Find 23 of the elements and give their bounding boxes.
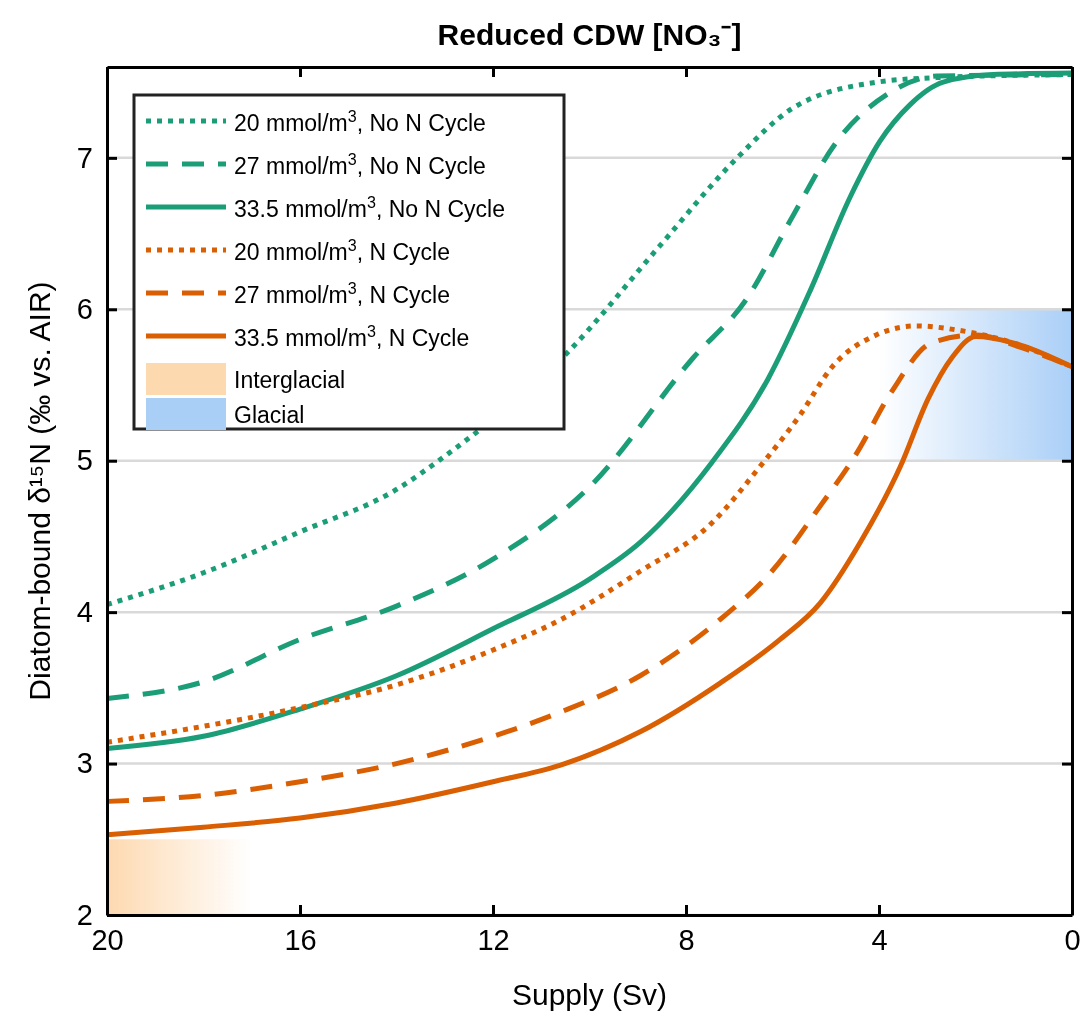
x-tick-label: 16: [284, 923, 317, 956]
legend-label: 33.5 mmol/m$^{3}$, N Cycle: [234, 322, 470, 351]
legend-label: 20 mmol/m$^{3}$, No N Cycle: [234, 107, 486, 136]
y-tick-label: 7: [76, 141, 93, 174]
x-tick-label: 8: [678, 923, 695, 956]
legend-label: 27 mmol/m$^{3}$, N Cycle: [234, 279, 450, 308]
y-tick-label: 6: [76, 293, 93, 326]
x-tick-label: 4: [871, 923, 888, 956]
legend-label: 27 mmol/m$^{3}$, No N Cycle: [234, 150, 486, 179]
x-tick-label: 20: [91, 923, 124, 956]
y-tick-label: 2: [76, 898, 93, 931]
chart-title: Reduced CDW [NO₃⁻]: [437, 18, 742, 51]
y-axis-title: Diatom-bound δ¹⁵N (‰ vs. AIR): [23, 281, 56, 701]
x-tick-label: 0: [1064, 923, 1081, 956]
y-tick-label: 4: [76, 595, 93, 628]
legend-label: 20 mmol/m$^{3}$, N Cycle: [234, 236, 450, 265]
y-tick-label: 5: [76, 444, 93, 477]
x-axis-title: Supply (Sv): [511, 978, 668, 1011]
x-tick-label: 12: [477, 923, 510, 956]
band-label: Glacial: [234, 402, 305, 428]
y-tick-label: 3: [76, 747, 93, 780]
legend-label: 33.5 mmol/m$^{3}$, No N Cycle: [234, 193, 505, 222]
legend-label: Interglacial: [234, 367, 346, 393]
